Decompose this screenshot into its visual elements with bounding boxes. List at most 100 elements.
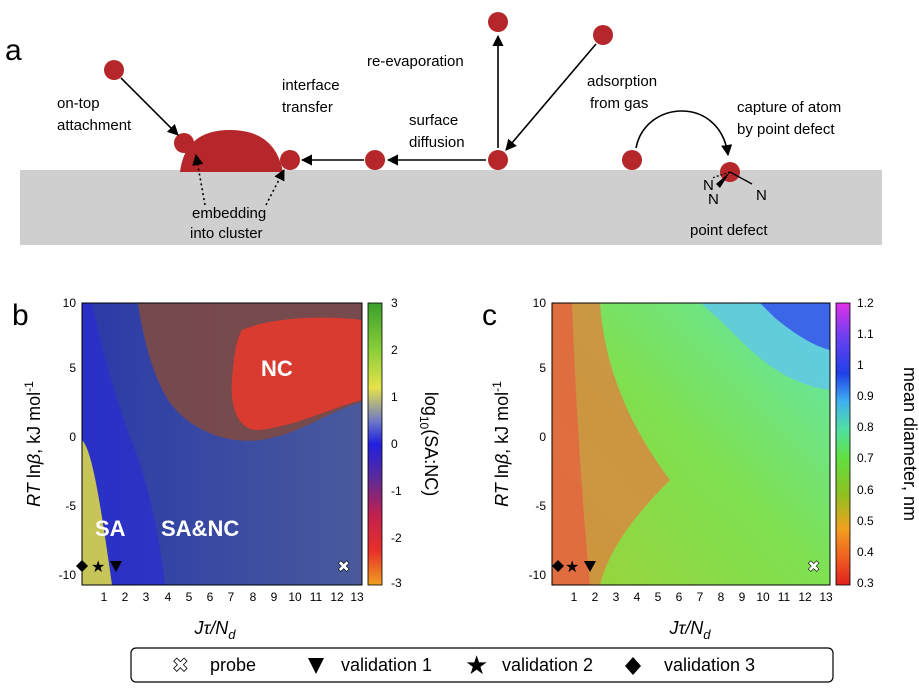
- n-label: N: [708, 191, 719, 208]
- validation-2-marker: ★: [565, 559, 579, 576]
- colorbar-tick: 0.9: [857, 389, 874, 403]
- label-adsorption: from gas: [590, 95, 648, 112]
- atom: [488, 12, 508, 32]
- x-tick-label: 3: [613, 590, 620, 604]
- label-reevaporation: re-evaporation: [367, 53, 464, 70]
- y-tick-label: 10: [63, 296, 77, 310]
- atom: [365, 150, 385, 170]
- arrow: [192, 153, 206, 206]
- panel-c-letter: c: [482, 299, 497, 332]
- label-capture: by point defect: [737, 121, 835, 138]
- x-tick-label: 9: [739, 590, 746, 604]
- arrow: [265, 169, 285, 206]
- colorbar-tick: 0.3: [857, 576, 874, 590]
- label-on-top: on-top: [57, 95, 100, 112]
- y-ticks-b: 10 5 0 -5 -10: [59, 296, 77, 582]
- label-capture: capture of atom: [737, 99, 841, 116]
- substrate: [20, 170, 882, 245]
- probe-marker: ✖: [807, 559, 820, 576]
- x-tick-label: 10: [756, 590, 770, 604]
- region-label-sa: SA: [95, 516, 126, 541]
- process-arrows: [120, 34, 733, 206]
- colorbar-tick: -2: [391, 531, 402, 545]
- arrow: [505, 43, 597, 151]
- x-tick-label: 5: [186, 590, 193, 604]
- large-diameter-region: [760, 303, 830, 350]
- label-interface: transfer: [282, 99, 333, 116]
- colorbar-tick: 0: [391, 437, 398, 451]
- validation-3-marker: [552, 560, 564, 572]
- panel-b: b NC SA SA&NC ★ ✖ 10 5 0 -5 -10 1: [12, 296, 441, 642]
- region-label-sa-nc: SA&NC: [161, 516, 239, 541]
- y-tick-label: 0: [539, 430, 546, 444]
- colorbar-ticks-c: 1.2 1.1 1 0.9 0.8 0.7 0.6 0.5 0.4 0.3: [857, 296, 874, 590]
- validation-2-marker: ★: [91, 559, 105, 576]
- colorbar-tick: 0.6: [857, 483, 874, 497]
- x-tick-label: 7: [697, 590, 704, 604]
- markers-c: ★ ✖: [552, 559, 821, 576]
- x-tick-label: 11: [310, 590, 323, 604]
- label-surface: diffusion: [409, 134, 465, 151]
- label-adsorption: adsorption: [587, 73, 657, 90]
- x-tick-label: 5: [655, 590, 662, 604]
- atom: [488, 150, 508, 170]
- y-tick-label: -5: [535, 499, 546, 513]
- x-axis-label-c: Jτ/Nd: [669, 618, 712, 642]
- sa-nc-band: [82, 303, 165, 585]
- heatmap-frame: [551, 302, 831, 586]
- n-label: N: [756, 187, 767, 204]
- legend-label-validation-3: validation 3: [664, 655, 755, 675]
- y-tick-label: -10: [59, 568, 77, 582]
- x-tick-label: 8: [250, 590, 257, 604]
- x-tick-label: 2: [592, 590, 599, 604]
- markers-b: ★ ✖: [76, 559, 351, 576]
- validation-3-marker: [76, 560, 88, 572]
- bond: [711, 171, 731, 179]
- x-tick-label: 13: [350, 590, 364, 604]
- colorbar-tick: 2: [391, 343, 398, 357]
- panel-a: a: [5, 12, 882, 245]
- panel-a-letter: a: [5, 34, 22, 67]
- y-tick-label: 5: [539, 361, 546, 375]
- x-tick-label: 1: [101, 590, 108, 604]
- bond: [716, 172, 730, 188]
- y-tick-label: 0: [69, 430, 76, 444]
- probe-icon: ✖: [172, 655, 189, 677]
- bond: [729, 171, 753, 185]
- atom: [593, 25, 613, 45]
- x-tick-label: 1: [571, 590, 578, 604]
- atom: [174, 133, 194, 153]
- cluster: [180, 130, 283, 172]
- triangle-down-icon: [308, 658, 324, 674]
- legend-label-probe: probe: [210, 655, 256, 675]
- colorbar-tick: 1.2: [857, 296, 874, 310]
- smallest-diameter-region: [552, 303, 590, 585]
- heatmap-c: [551, 302, 831, 586]
- x-tick-label: 3: [143, 590, 150, 604]
- y-tick-label: 10: [533, 296, 547, 310]
- x-axis-label-b: Jτ/Nd: [194, 618, 237, 642]
- colorbar-label-b: log10(SA:NC): [417, 392, 441, 496]
- x-tick-label: 4: [634, 590, 641, 604]
- colorbar-tick: 0.8: [857, 420, 874, 434]
- colorbar-tick: -3: [391, 576, 402, 590]
- colorbar-tick: 1: [391, 390, 398, 404]
- y-axis-label-b: RT lnβ, kJ mol-1: [22, 381, 44, 507]
- panel-c: c ★ ✖ 10 5 0 -5 -10 1 2 3 4 5 6: [482, 296, 919, 642]
- colorbar-tick: 0.5: [857, 514, 874, 528]
- label-on-top: attachment: [57, 117, 132, 134]
- diamond-icon: [625, 657, 641, 675]
- y-tick-label: 5: [69, 361, 76, 375]
- colorbar-tick: 3: [391, 296, 398, 310]
- x-tick-label: 10: [288, 590, 302, 604]
- legend-box: [130, 647, 834, 683]
- nc-core: [231, 317, 362, 431]
- sa-region: [82, 440, 112, 585]
- point-defect-bonds: [711, 171, 753, 188]
- validation-1-marker: [584, 561, 596, 572]
- probe-marker: ✖: [337, 559, 350, 576]
- x-tick-label: 9: [271, 590, 278, 604]
- legend: ✖ probe validation 1 ★ validation 2 vali…: [130, 647, 834, 683]
- label-point-defect: point defect: [690, 222, 768, 239]
- x-tick-label: 6: [676, 590, 683, 604]
